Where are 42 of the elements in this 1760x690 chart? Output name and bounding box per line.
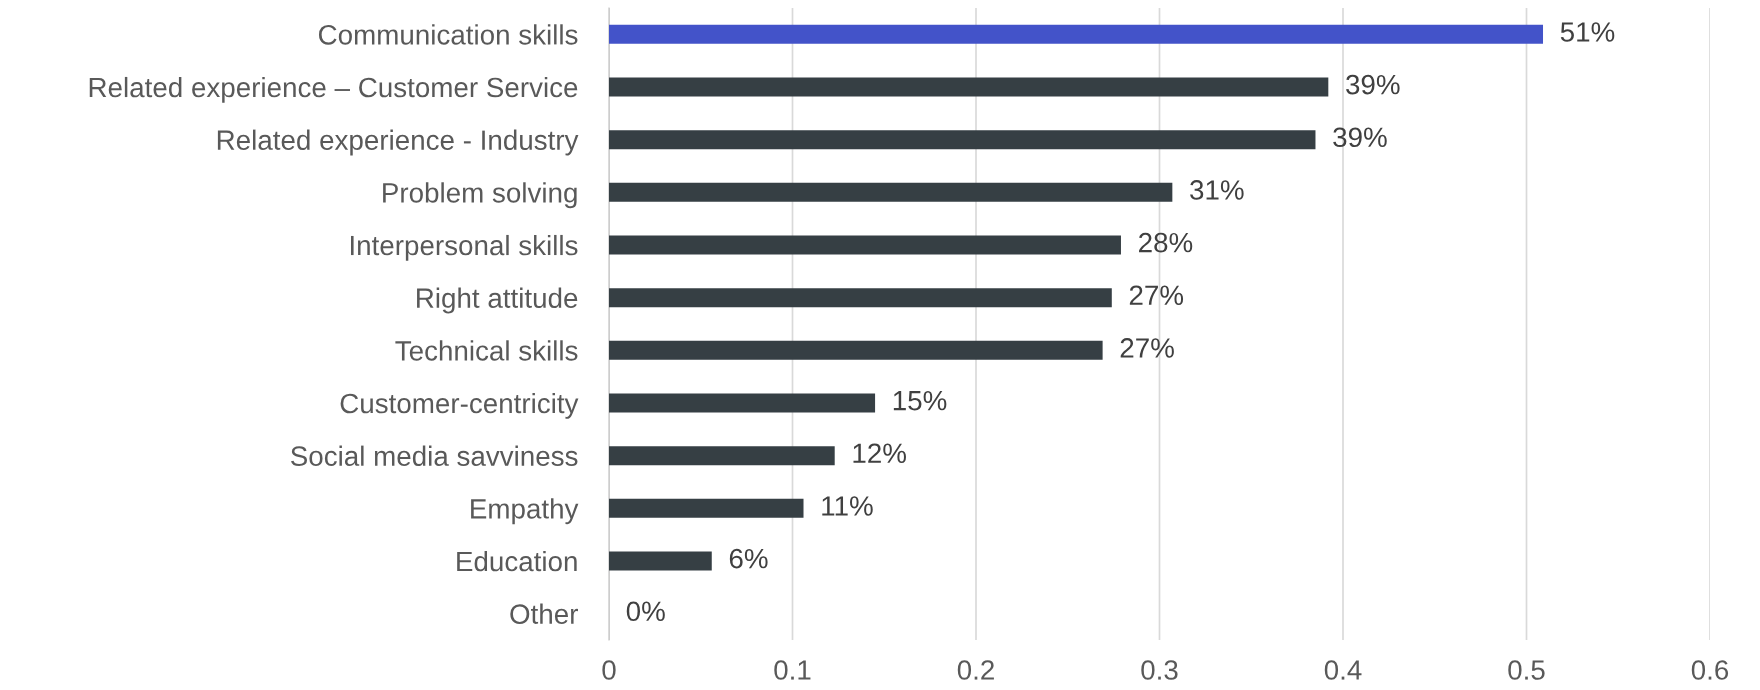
bar xyxy=(609,340,1103,360)
y-tick-label: Education xyxy=(457,550,577,572)
y-tick-label: Other xyxy=(510,603,578,625)
y-tick-label: Problem solving xyxy=(383,182,577,209)
bar xyxy=(609,446,835,466)
bar xyxy=(609,235,1121,255)
bar xyxy=(609,288,1112,308)
bar xyxy=(609,182,1173,202)
data-label: 12% xyxy=(853,443,906,464)
y-tick-label: Communication skills xyxy=(318,24,578,45)
bar xyxy=(609,130,1316,150)
data-label: 39% xyxy=(1346,74,1400,95)
y-tick-label: Social media savviness xyxy=(291,445,578,467)
bar xyxy=(609,551,712,571)
data-label: 28% xyxy=(1139,232,1193,253)
y-tick-label: Technical skills xyxy=(395,340,578,361)
bar xyxy=(609,498,804,518)
y-tick-label: Right attitude xyxy=(417,287,578,314)
x-tick-label: 0.6 xyxy=(1691,660,1729,680)
x-tick-label: 0.2 xyxy=(957,660,994,680)
y-tick-label: Customer-centricity xyxy=(340,392,579,419)
data-label: 11% xyxy=(822,496,873,516)
x-tick-label: 0.3 xyxy=(1141,660,1178,680)
data-label: 27% xyxy=(1129,285,1184,306)
data-label: 51% xyxy=(1560,22,1615,42)
x-tick-label: 0.1 xyxy=(774,660,811,680)
y-tick-label: Related experience - Industry xyxy=(217,129,579,156)
bar xyxy=(609,77,1329,97)
x-tick-label: 0.5 xyxy=(1508,660,1545,680)
y-tick-label: Related experience – Customer Service xyxy=(89,76,578,103)
x-tick-label: 0 xyxy=(602,660,616,680)
data-label: 31% xyxy=(1190,180,1244,200)
bar xyxy=(609,24,1544,44)
y-tick-label: Interpersonal skills xyxy=(350,234,578,261)
x-tick-label: 0.4 xyxy=(1324,660,1362,680)
y-tick-label: Empathy xyxy=(471,498,579,525)
bar xyxy=(609,393,876,413)
data-label: 15% xyxy=(893,390,947,411)
data-label: 27% xyxy=(1120,338,1174,358)
data-label: 6% xyxy=(729,548,768,569)
data-label: 39% xyxy=(1333,127,1387,148)
data-label: 0% xyxy=(626,601,665,622)
